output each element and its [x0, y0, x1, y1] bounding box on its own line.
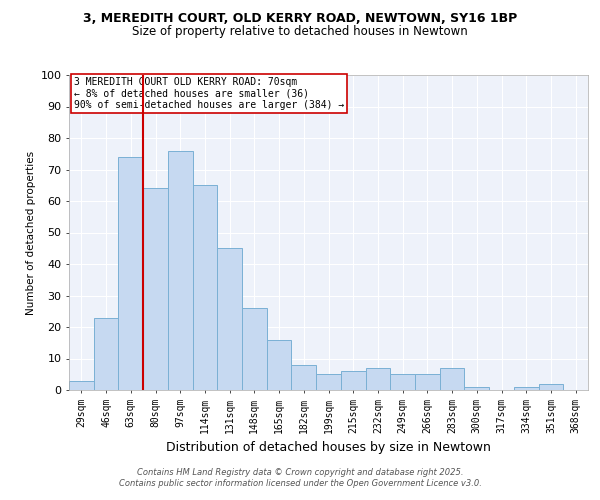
Text: 3, MEREDITH COURT, OLD KERRY ROAD, NEWTOWN, SY16 1BP: 3, MEREDITH COURT, OLD KERRY ROAD, NEWTO…: [83, 12, 517, 26]
Bar: [143, 188, 168, 390]
Text: 3 MEREDITH COURT OLD KERRY ROAD: 70sqm
← 8% of detached houses are smaller (36)
: 3 MEREDITH COURT OLD KERRY ROAD: 70sqm ←…: [74, 76, 344, 110]
Bar: [316, 374, 341, 390]
Bar: [415, 374, 440, 390]
Bar: [539, 384, 563, 390]
Bar: [118, 157, 143, 390]
Bar: [242, 308, 267, 390]
Bar: [267, 340, 292, 390]
Text: Size of property relative to detached houses in Newtown: Size of property relative to detached ho…: [132, 25, 468, 38]
X-axis label: Distribution of detached houses by size in Newtown: Distribution of detached houses by size …: [166, 441, 491, 454]
Bar: [193, 185, 217, 390]
Bar: [341, 371, 365, 390]
Bar: [365, 368, 390, 390]
Bar: [217, 248, 242, 390]
Bar: [69, 380, 94, 390]
Text: Contains HM Land Registry data © Crown copyright and database right 2025.
Contai: Contains HM Land Registry data © Crown c…: [119, 468, 481, 487]
Bar: [514, 387, 539, 390]
Bar: [464, 387, 489, 390]
Y-axis label: Number of detached properties: Number of detached properties: [26, 150, 36, 314]
Bar: [168, 150, 193, 390]
Bar: [94, 318, 118, 390]
Bar: [292, 365, 316, 390]
Bar: [440, 368, 464, 390]
Bar: [390, 374, 415, 390]
